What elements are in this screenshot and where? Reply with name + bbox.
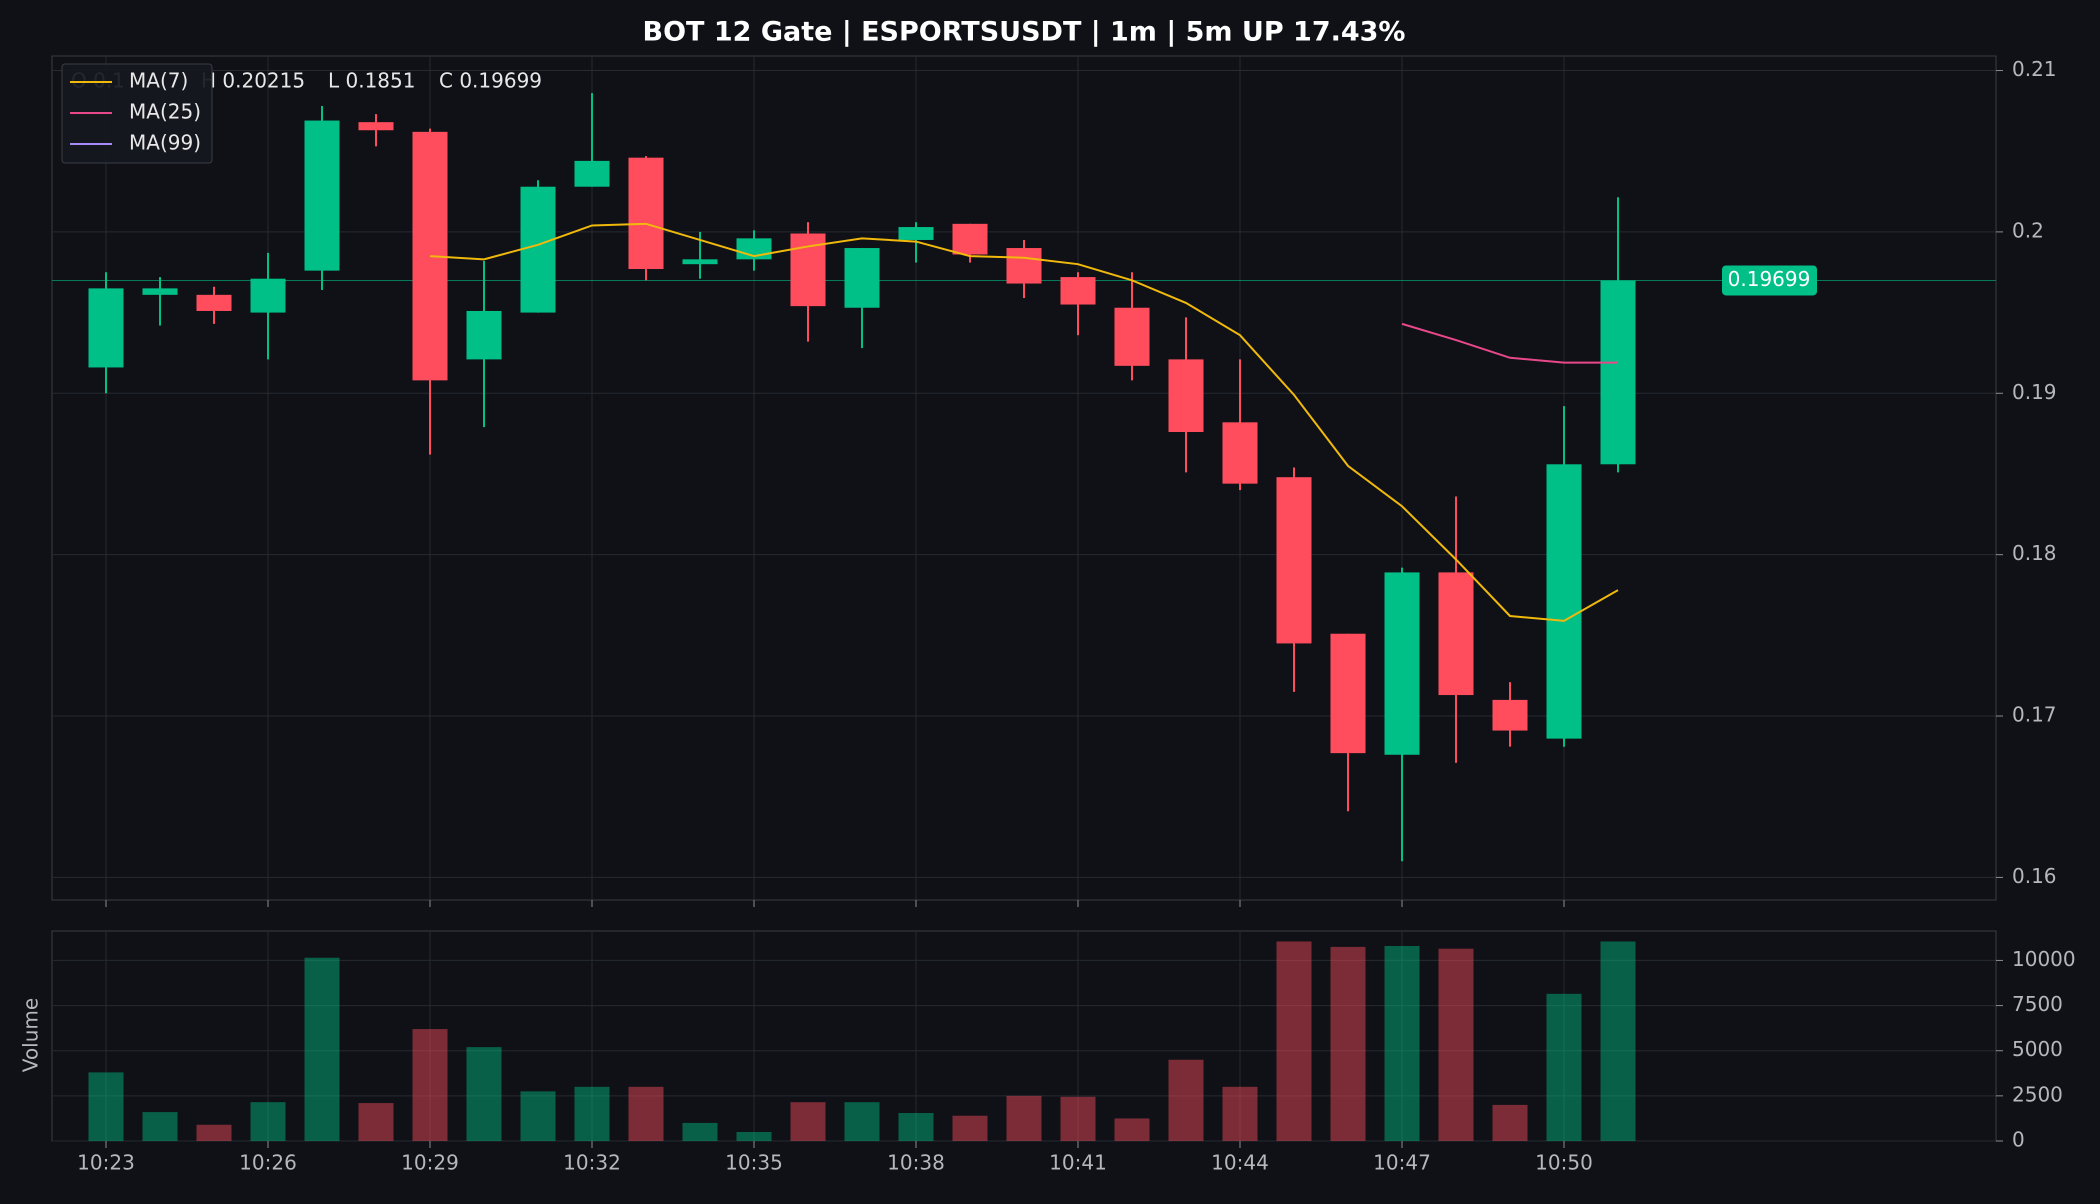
- y-tick-label: 0.2: [2012, 218, 2044, 242]
- candle-body: [1492, 699, 1528, 731]
- ohlc-info: C 0.19699: [439, 69, 542, 93]
- ma-line: [1401, 322, 1618, 364]
- candle-body: [1168, 359, 1204, 433]
- y-tick-label: 5000: [2012, 1037, 2063, 1061]
- chart-title: BOT 12 Gate | ESPORTSUSDT | 1m | 5m UP 1…: [643, 17, 1406, 48]
- volume-bar: [142, 1112, 178, 1141]
- volume-bar: [1384, 945, 1420, 1141]
- candle-body: [1276, 477, 1312, 644]
- x-tick-label: 10:38: [887, 1151, 945, 1175]
- x-tick-label: 10:26: [239, 1151, 297, 1175]
- y-tick-label: 0.17: [2012, 703, 2057, 727]
- candle-body: [304, 120, 340, 271]
- volume-bar: [1276, 941, 1312, 1141]
- volume-bar: [628, 1086, 664, 1141]
- volume-bar: [682, 1122, 718, 1141]
- volume-bar: [1330, 946, 1366, 1141]
- volume-bar: [196, 1124, 232, 1141]
- y-tick-label: 0.16: [2012, 864, 2057, 888]
- volume-bar: [1006, 1095, 1042, 1141]
- volume-bar: [1222, 1086, 1258, 1141]
- x-tick-label: 10:50: [1535, 1151, 1593, 1175]
- candle-body: [898, 227, 934, 240]
- volume-bar: [736, 1131, 772, 1141]
- candle-body: [574, 160, 610, 187]
- x-tick-label: 10:41: [1049, 1151, 1107, 1175]
- candle-body: [88, 288, 124, 368]
- x-tick-label: 10:44: [1211, 1151, 1269, 1175]
- volume-bar: [1114, 1118, 1150, 1141]
- candle-body: [1114, 307, 1150, 366]
- x-tick-label: 10:35: [725, 1151, 783, 1175]
- candle-body: [1330, 633, 1366, 754]
- last-price-label: 0.19699: [1728, 267, 1811, 291]
- y-axis-label: Volume: [19, 998, 43, 1072]
- candle-body: [628, 157, 664, 270]
- legend-box: [61, 63, 213, 164]
- volume-bar: [358, 1103, 394, 1141]
- x-tick-label: 10:47: [1373, 1151, 1431, 1175]
- volume-bar: [88, 1072, 124, 1141]
- candle-body: [682, 259, 718, 265]
- candle-body: [520, 186, 556, 313]
- legend: MA(7) MA(25) MA(99): [61, 63, 213, 164]
- x-tick-label: 10:29: [401, 1151, 459, 1175]
- ohlc-info: L 0.1851: [328, 69, 415, 93]
- volume-bar: [898, 1113, 934, 1141]
- x-tick-label: 10:23: [77, 1151, 135, 1175]
- candle-body: [1384, 572, 1420, 755]
- x-tick-label: 10:32: [563, 1151, 621, 1175]
- y-tick-label: 0: [2012, 1128, 2025, 1152]
- volume-bar: [790, 1102, 826, 1141]
- candle-body: [1006, 248, 1042, 284]
- legend-label: MA(25): [129, 100, 201, 124]
- ohlc-info: H 0.20215: [201, 69, 305, 93]
- candle-body: [196, 294, 232, 311]
- candle-body: [952, 223, 988, 255]
- volume-bar: [1492, 1104, 1528, 1141]
- volume-bar: [574, 1086, 610, 1141]
- volume-bar: [1600, 941, 1636, 1141]
- y-tick-label: 0.19: [2012, 380, 2057, 404]
- candle-body: [142, 288, 178, 295]
- volume-bar: [1438, 948, 1474, 1141]
- y-tick-label: 2500: [2012, 1082, 2063, 1106]
- candle-body: [1600, 280, 1636, 465]
- volume-bar: [250, 1102, 286, 1141]
- candle-body: [466, 310, 502, 360]
- candle-body: [844, 248, 880, 308]
- last-price-box: [1722, 265, 1817, 296]
- y-tick-label: 7500: [2012, 992, 2063, 1016]
- volume-bar: [1060, 1096, 1096, 1141]
- volume-bar: [1168, 1059, 1204, 1141]
- volume-bar: [304, 957, 340, 1141]
- candle-body: [1060, 277, 1096, 305]
- volume-bar: [520, 1091, 556, 1141]
- y-tick-label: 0.21: [2012, 57, 2057, 81]
- volume-bar: [412, 1029, 448, 1141]
- candle-body: [358, 122, 394, 131]
- volume-bar: [466, 1047, 502, 1141]
- candle-body: [1222, 422, 1258, 484]
- ma-line: [429, 222, 1619, 622]
- candle-body: [1438, 572, 1474, 696]
- y-tick-label: 0.18: [2012, 541, 2057, 565]
- candle-body: [250, 278, 286, 313]
- price-panel: [51, 55, 1997, 901]
- volume-bar: [844, 1102, 880, 1141]
- candle-body: [1546, 464, 1582, 739]
- volume-bar: [1546, 993, 1582, 1141]
- legend-label: MA(7): [129, 69, 188, 93]
- volume-bar: [952, 1115, 988, 1141]
- legend-label: MA(99): [129, 131, 201, 155]
- y-tick-label: 10000: [2012, 947, 2076, 971]
